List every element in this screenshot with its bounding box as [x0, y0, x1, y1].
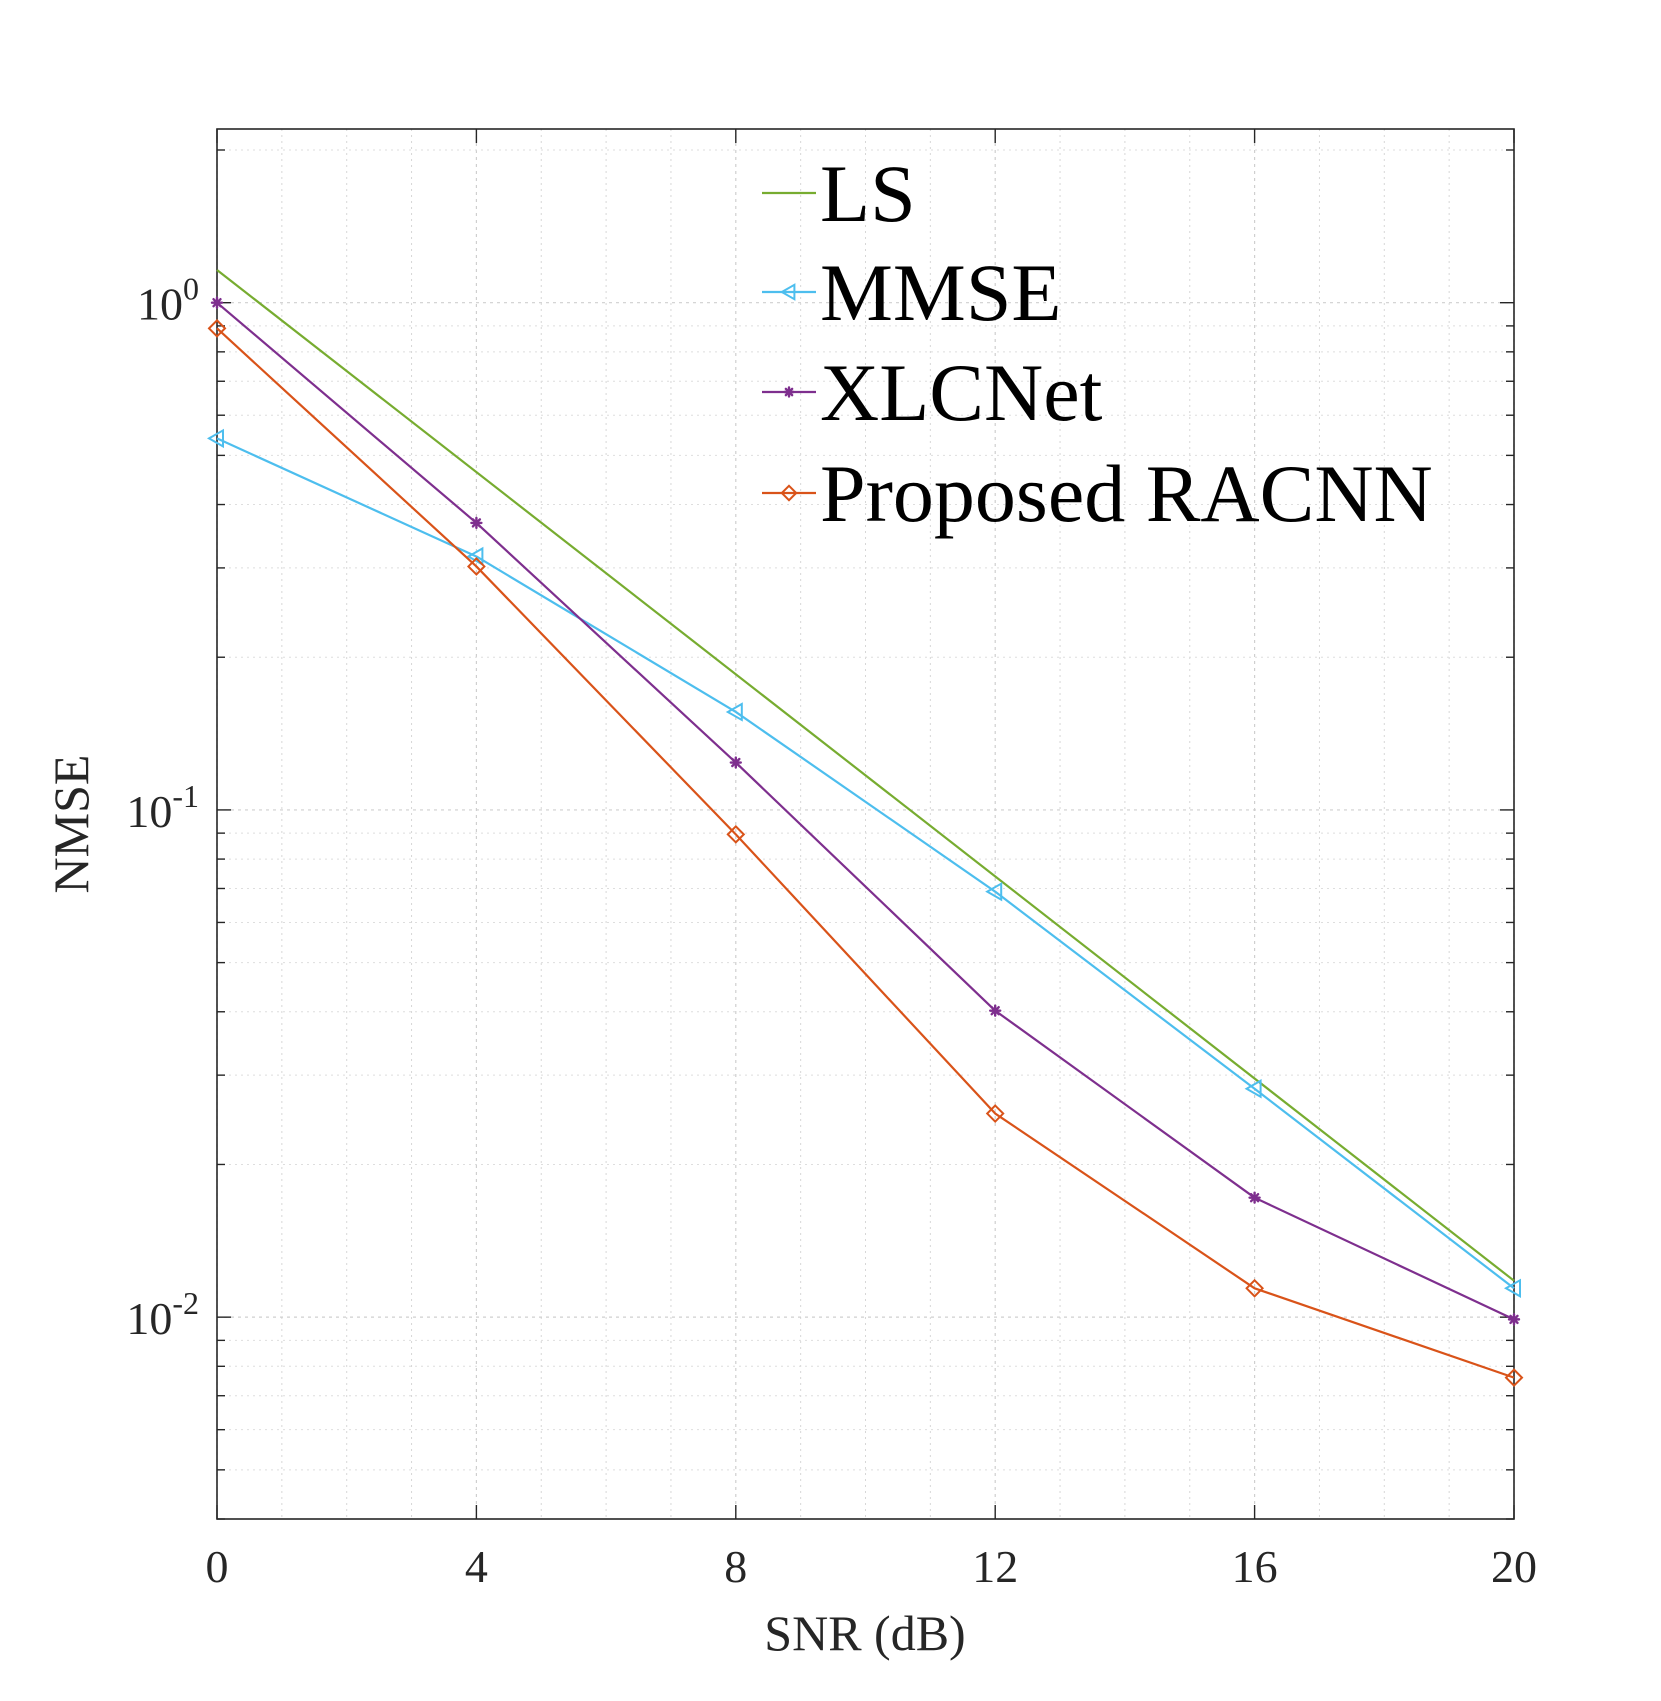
y-tick-label: 100 [137, 271, 199, 330]
series-mmse [206, 428, 1521, 1299]
legend-label-proposed-racnn: Proposed RACNN [820, 448, 1433, 539]
series-xlcnet [210, 296, 1521, 1326]
x-tick-label: 8 [724, 1541, 747, 1592]
data-point-proposed-racnn [726, 824, 746, 844]
marker-core [733, 759, 739, 766]
data-point-proposed-racnn [207, 318, 227, 338]
y-tick-label: 10-2 [126, 1285, 199, 1344]
data-point-xlcnet [1507, 1313, 1521, 1326]
legend-label-xlcnet: XLCNet [820, 347, 1103, 438]
series-line-xlcnet [216, 301, 1515, 1321]
legend-marker-mmse [779, 283, 796, 301]
data-series [206, 269, 1524, 1388]
data-point-mmse [985, 881, 1003, 902]
data-point-xlcnet [989, 1004, 1002, 1017]
legend-item-xlcnet[interactable]: XLCNet [762, 347, 1103, 438]
marker-core [786, 389, 792, 395]
marker-core [1252, 1195, 1258, 1201]
legend-item-proposed-racnn[interactable]: Proposed RACNN [762, 448, 1433, 539]
data-point-xlcnet [1248, 1191, 1261, 1204]
series-proposed-racnn [207, 318, 1524, 1388]
series-line-mmse [216, 437, 1515, 1290]
y-tick-label: 10-1 [126, 778, 199, 837]
x-tick-label: 0 [206, 1541, 229, 1592]
data-point-proposed-racnn [1504, 1368, 1524, 1388]
x-tick-label: 16 [1232, 1541, 1278, 1592]
x-tick-label: 4 [465, 1541, 488, 1592]
legend-label-ls: LS [820, 148, 916, 239]
data-point-mmse [1503, 1278, 1521, 1299]
data-point-xlcnet [729, 756, 742, 769]
marker-core [214, 300, 220, 306]
data-point-mmse [1244, 1079, 1262, 1099]
legend-item-mmse[interactable]: MMSE [762, 247, 1062, 338]
data-point-mmse [206, 428, 224, 449]
x-tick-label: 12 [972, 1541, 1018, 1592]
data-point-xlcnet [210, 296, 224, 309]
data-point-proposed-racnn [466, 557, 486, 576]
legend-marker-xlcnet [783, 386, 795, 398]
marker-core [473, 520, 479, 526]
series-line-proposed-racnn [216, 327, 1515, 1379]
marker-core [992, 1008, 998, 1014]
x-axis-label: SNR (dB) [764, 1605, 965, 1661]
legend-label-mmse: MMSE [820, 247, 1062, 338]
plot-area-frame [216, 128, 1515, 1520]
legend-marker-proposed-racnn [780, 484, 798, 502]
data-point-mmse [725, 702, 743, 722]
data-point-proposed-racnn [985, 1104, 1005, 1123]
data-point-proposed-racnn [1245, 1278, 1265, 1298]
tick-labels: 0 4 8 12 16 20 100 10-1 10-2 [126, 271, 1537, 1592]
y-axis-label: NMSE [43, 755, 99, 894]
marker-core [1511, 1316, 1517, 1322]
x-tick-label: 20 [1491, 1541, 1537, 1592]
legend-item-ls[interactable]: LS [762, 148, 916, 239]
data-point-xlcnet [470, 516, 483, 530]
series-ls [216, 269, 1515, 1282]
series-line-ls [216, 269, 1515, 1282]
